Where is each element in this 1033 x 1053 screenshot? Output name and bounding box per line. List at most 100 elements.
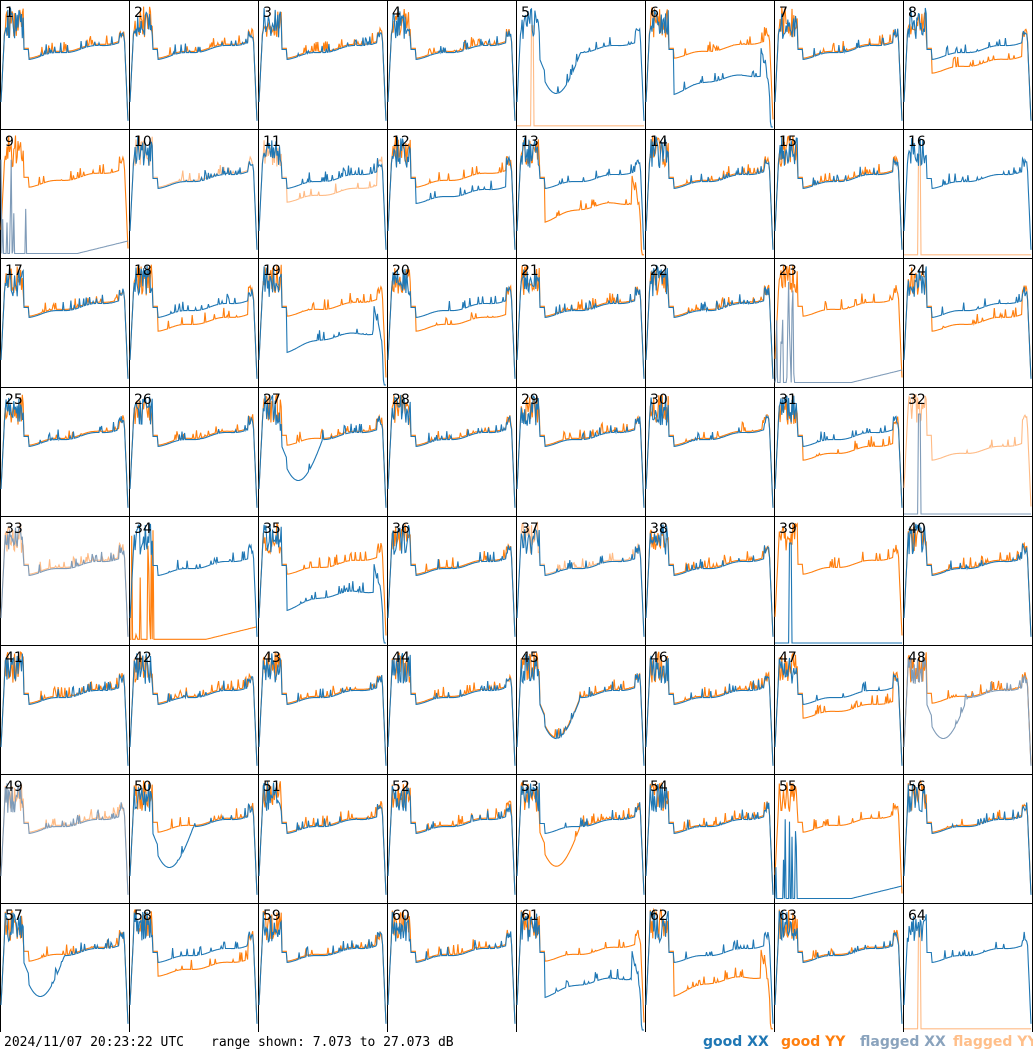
trace-yy-62 [645, 907, 773, 1030]
trace-yy-51 [258, 780, 387, 894]
panel-label: 23 [779, 263, 797, 279]
trace-yy-5 [517, 25, 644, 127]
panel-22: 22 [645, 258, 775, 388]
panel-label: 61 [521, 908, 539, 924]
panel-label: 27 [263, 392, 281, 408]
trace-yy-39 [774, 522, 903, 636]
trace-yy-16 [904, 154, 1031, 256]
panel-27: 27 [258, 387, 388, 517]
panel-8: 8 [903, 0, 1033, 130]
trace-xx-13 [516, 137, 645, 250]
panel-frame [903, 903, 1033, 1032]
trace-xx-4 [387, 7, 516, 121]
trace-yy-9 [0, 135, 129, 249]
panel-36: 36 [387, 516, 517, 646]
trace-yy-13 [516, 139, 644, 256]
panel-63: 63 [774, 903, 904, 1032]
panel-frame [129, 258, 259, 388]
panel-5: 5 [516, 0, 646, 130]
panel-frame [258, 774, 388, 904]
trace-xx-42 [129, 653, 258, 766]
trace-xx-44 [387, 653, 516, 766]
panel-16: 16 [903, 129, 1033, 259]
panel-frame [387, 0, 517, 130]
panel-label: 32 [908, 392, 926, 408]
trace-xx-39 [775, 542, 902, 644]
trace-yy-46 [645, 651, 774, 765]
trace-xx-3 [258, 8, 387, 121]
trace-xx-30 [645, 395, 774, 508]
trace-xx-34 [129, 523, 258, 637]
panel-4: 4 [387, 0, 517, 130]
trace-xx-23 [774, 281, 903, 384]
panel-55: 55 [774, 774, 904, 904]
panel-label: 18 [134, 263, 152, 279]
panel-label: 44 [392, 650, 410, 666]
panel-35: 35 [258, 516, 388, 646]
trace-xx-1 [0, 7, 129, 121]
trace-xx-19 [258, 266, 386, 386]
panel-label: 31 [779, 392, 797, 408]
trace-xx-10 [129, 136, 258, 250]
panel-label: 13 [521, 134, 539, 150]
panel-label: 3 [263, 5, 272, 21]
panel-label: 21 [521, 263, 539, 279]
panel-label: 8 [908, 5, 917, 21]
trace-xx-52 [387, 785, 516, 895]
trace-xx-27 [258, 395, 387, 508]
trace-xx-43 [258, 653, 387, 766]
trace-yy-32 [903, 394, 1032, 507]
panel-label: 1 [5, 5, 14, 21]
panel-frame [0, 0, 130, 130]
panel-label: 2 [134, 5, 143, 21]
panel-45: 45 [516, 645, 646, 775]
trace-xx-18 [129, 265, 258, 379]
panel-39: 39 [774, 516, 904, 646]
panel-32: 32 [903, 387, 1033, 517]
panel-13: 13 [516, 129, 646, 259]
trace-xx-56 [903, 783, 1032, 895]
panel-9: 9 [0, 129, 130, 259]
panel-label: 25 [5, 392, 23, 408]
trace-xx-6 [645, 9, 773, 128]
trace-xx-22 [645, 264, 774, 379]
trace-xx-11 [258, 140, 387, 250]
panel-label: 52 [392, 779, 410, 795]
panel-label: 49 [5, 779, 23, 795]
panel-24: 24 [903, 258, 1033, 388]
trace-xx-35 [258, 523, 386, 644]
trace-yy-55 [774, 782, 903, 894]
trace-yy-19 [258, 264, 387, 378]
trace-xx-2 [129, 11, 258, 121]
panel-10: 10 [129, 129, 259, 259]
panel-23: 23 [774, 258, 904, 388]
panel-59: 59 [258, 903, 388, 1032]
panel-15: 15 [774, 129, 904, 259]
trace-xx-54 [645, 783, 774, 895]
panel-label: 55 [779, 779, 797, 795]
panel-label: 24 [908, 263, 926, 279]
panel-frame [387, 774, 517, 904]
panel-label: 35 [263, 521, 281, 537]
panel-frame [774, 516, 904, 646]
trace-xx-46 [645, 655, 774, 766]
trace-xx-63 [774, 910, 903, 1024]
panel-34: 34 [129, 516, 259, 646]
trace-yy-25 [0, 394, 129, 507]
legend-good-yy: good YY [781, 1034, 846, 1050]
panel-label: 4 [392, 5, 401, 21]
panel-7: 7 [774, 0, 904, 130]
trace-xx-8 [903, 7, 1032, 121]
trace-xx-57 [0, 912, 129, 1024]
panel-frame [774, 258, 904, 388]
panel-label: 34 [134, 521, 152, 537]
panel-29: 29 [516, 387, 646, 517]
panel-label: 17 [5, 263, 23, 279]
panel-33: 33 [0, 516, 130, 646]
panel-label: 58 [134, 908, 152, 924]
panel-label: 51 [263, 779, 281, 795]
panel-42: 42 [129, 645, 259, 775]
panel-label: 50 [134, 779, 152, 795]
trace-xx-62 [645, 910, 774, 1024]
panel-28: 28 [387, 387, 517, 517]
